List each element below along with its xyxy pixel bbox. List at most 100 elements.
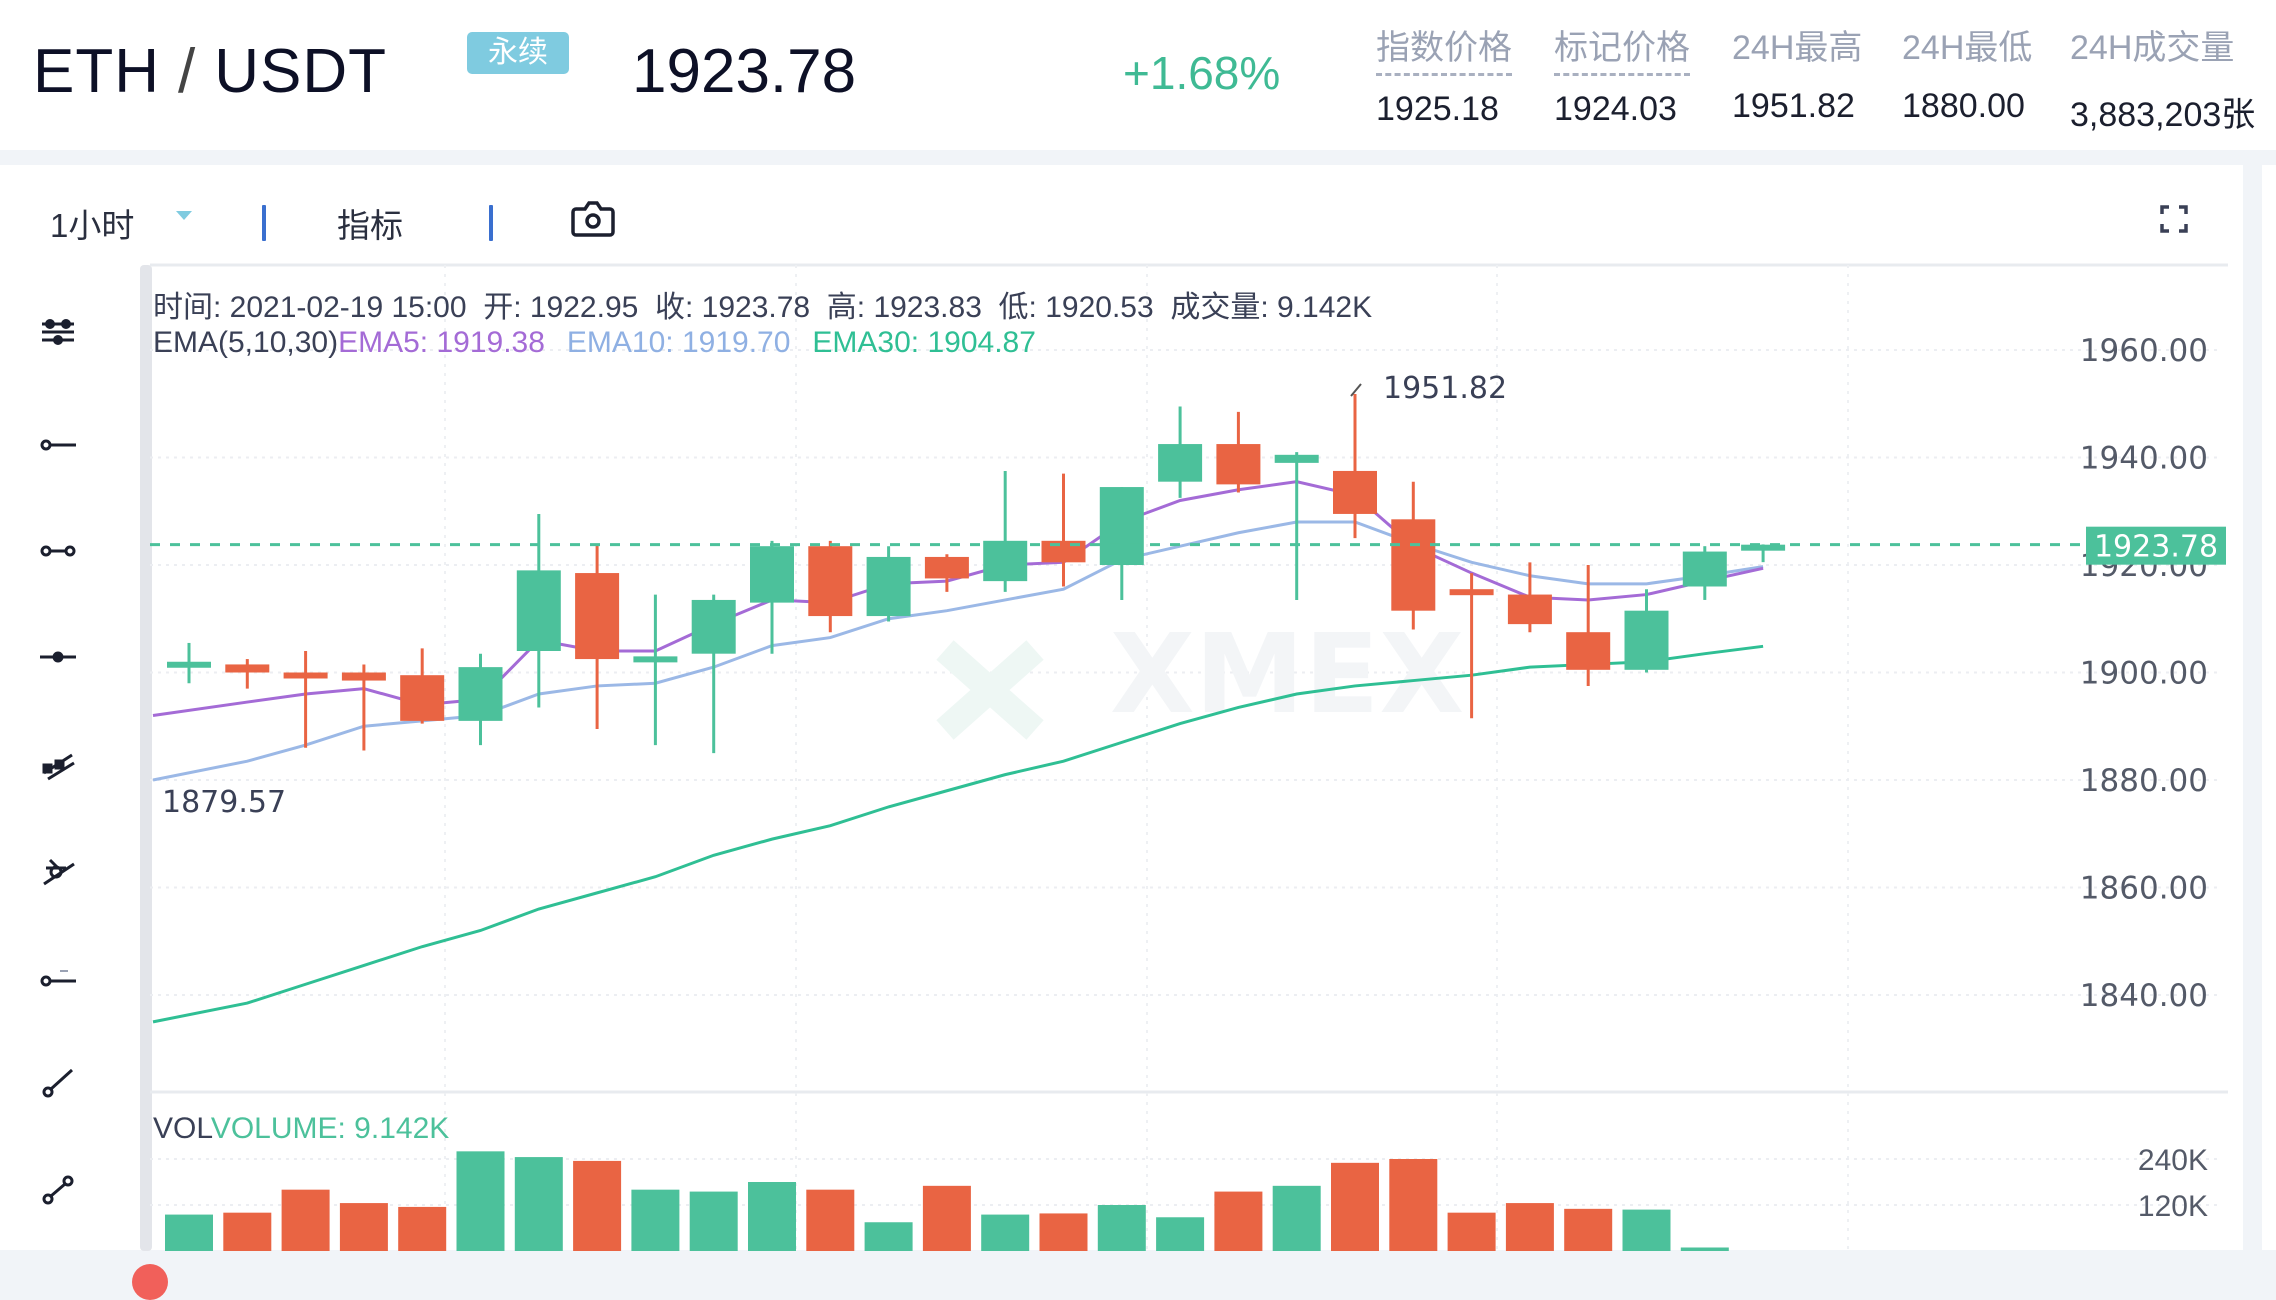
stat-24h-low: 24H最低 1880.00 bbox=[1902, 20, 2032, 126]
volume-bar bbox=[1272, 1185, 1321, 1251]
volume-bar bbox=[1564, 1208, 1613, 1251]
chart-toolbar: 1小时 指标 bbox=[0, 185, 2243, 255]
ray-line-icon[interactable] bbox=[38, 425, 78, 465]
camera-icon[interactable] bbox=[570, 199, 616, 239]
candle[interactable] bbox=[866, 546, 911, 622]
ema30-value: EMA30: 1904.87 bbox=[812, 326, 1036, 359]
last-price: 1923.78 bbox=[632, 37, 857, 106]
volume-bar bbox=[806, 1189, 855, 1251]
horizontal-lines-icon[interactable] bbox=[38, 312, 78, 352]
stat-label: 24H最高 bbox=[1732, 29, 1863, 67]
stat-value: 1880.00 bbox=[1902, 87, 2025, 125]
volume-value: VOLUME: 9.142K bbox=[210, 1112, 450, 1145]
candle[interactable] bbox=[1333, 393, 1377, 539]
volume-bar bbox=[398, 1206, 447, 1251]
drawing-toolbar bbox=[0, 265, 140, 1250]
ema5-value: EMA5: 1919.38 bbox=[338, 326, 545, 359]
stat-value: 1951.82 bbox=[1732, 87, 1855, 125]
candle[interactable] bbox=[924, 554, 969, 592]
price-axis-label: 1900.00 bbox=[2080, 656, 2208, 692]
volume-bar bbox=[1214, 1191, 1263, 1251]
stat-label: 24H成交量 bbox=[2070, 29, 2235, 67]
candle[interactable] bbox=[341, 664, 386, 751]
stat-label[interactable]: 指数价格 bbox=[1376, 20, 1512, 76]
price-change-percent: +1.68% bbox=[1123, 47, 1281, 99]
candle[interactable] bbox=[1682, 546, 1727, 600]
volume-bar bbox=[456, 1151, 505, 1251]
base-asset: ETH bbox=[33, 37, 160, 106]
volume-bar bbox=[281, 1189, 330, 1251]
segment-line-icon[interactable] bbox=[38, 531, 78, 571]
volume-bar bbox=[514, 1157, 563, 1251]
candle[interactable] bbox=[283, 651, 328, 748]
volume-bar bbox=[689, 1191, 738, 1251]
indicators-button[interactable]: 指标 bbox=[337, 207, 403, 244]
last-price-tag bbox=[2086, 526, 2226, 565]
trend-segment-icon[interactable] bbox=[38, 1169, 78, 1209]
candle[interactable] bbox=[458, 653, 503, 746]
volume-axis-label: 240K bbox=[2138, 1144, 2208, 1177]
horizontal-line-icon[interactable] bbox=[38, 637, 78, 677]
market-header: ETH / USDT 永续 1923.78 +1.68% 指数价格 1925.18 … bbox=[0, 0, 2276, 150]
volume-bar bbox=[631, 1189, 680, 1251]
candle[interactable] bbox=[1449, 573, 1494, 719]
volume-axis-label: 120K bbox=[2138, 1190, 2208, 1223]
chart-panel bbox=[0, 165, 2243, 1250]
volume-bar bbox=[1505, 1203, 1554, 1251]
last-price-tag-label: 1923.78 bbox=[2094, 530, 2218, 565]
volume-bar bbox=[1039, 1213, 1088, 1251]
ohlc-legend: 时间: 2021-02-19 15:00 开: 1922.95 收: 1923.… bbox=[153, 291, 1373, 324]
volume-bar bbox=[1447, 1212, 1496, 1251]
volume-bar bbox=[1389, 1159, 1438, 1251]
pair-slash: / bbox=[178, 37, 197, 106]
candle[interactable] bbox=[516, 513, 561, 708]
stat-24h-volume: 24H成交量 3,883,203张 bbox=[2070, 20, 2255, 136]
candle[interactable] bbox=[633, 594, 678, 746]
ema5-line bbox=[152, 480, 1764, 717]
ema-legend: EMA(5,10,30)EMA5: 1919.38 EMA10: 1919.70 E… bbox=[153, 326, 1036, 360]
stat-index-price: 指数价格 1925.18 bbox=[1376, 20, 1512, 129]
trading-pair[interactable]: ETH / USDT bbox=[33, 36, 387, 107]
candle[interactable] bbox=[750, 540, 794, 654]
ema30-line bbox=[152, 644, 1764, 1024]
stat-label[interactable]: 标记价格 bbox=[1554, 20, 1690, 76]
volume-legend-prefix: VOL bbox=[153, 1112, 211, 1145]
candle[interactable] bbox=[1274, 452, 1319, 600]
candle[interactable] bbox=[1507, 562, 1552, 633]
volume-bar bbox=[748, 1182, 796, 1251]
interval-selector[interactable]: 1小时 bbox=[50, 207, 135, 244]
candle[interactable] bbox=[1099, 487, 1144, 600]
candle[interactable] bbox=[808, 540, 853, 633]
candle[interactable] bbox=[983, 470, 1028, 592]
trend-ray-icon[interactable] bbox=[38, 1062, 78, 1102]
perpetual-badge: 永续 bbox=[467, 32, 569, 74]
chevron-down-icon[interactable] bbox=[176, 211, 192, 220]
candle[interactable] bbox=[167, 642, 211, 684]
bottom-bar bbox=[0, 1252, 2276, 1300]
candle[interactable] bbox=[225, 659, 270, 689]
parallel-channel-icon[interactable] bbox=[38, 743, 78, 783]
ema-legend-prefix: EMA(5,10,30) bbox=[153, 326, 339, 359]
price-axis-label: 1940.00 bbox=[2080, 441, 2208, 477]
fullscreen-icon[interactable] bbox=[2160, 205, 2188, 233]
price-axis-label: 1840.00 bbox=[2080, 978, 2208, 1014]
candle[interactable] bbox=[1216, 411, 1261, 493]
stat-value: 3,883,203张 bbox=[2070, 96, 2256, 134]
candle[interactable] bbox=[400, 648, 445, 724]
candle[interactable] bbox=[1566, 565, 1611, 686]
watermark: XMEX bbox=[1110, 610, 1464, 738]
stat-mark-price: 标记价格 1924.03 bbox=[1554, 20, 1690, 129]
candle[interactable] bbox=[1158, 406, 1203, 498]
candle[interactable] bbox=[575, 543, 620, 729]
candle[interactable] bbox=[691, 594, 736, 754]
volume-bar bbox=[339, 1203, 388, 1251]
price-line-icon[interactable] bbox=[38, 955, 78, 995]
candle[interactable] bbox=[1624, 589, 1669, 673]
candle[interactable] bbox=[1741, 544, 1786, 563]
side-panel-edge bbox=[2262, 165, 2276, 1250]
fibonacci-icon[interactable] bbox=[38, 850, 78, 890]
stat-24h-high: 24H最高 1951.82 bbox=[1732, 20, 1862, 126]
candle[interactable] bbox=[1041, 473, 1086, 587]
candle[interactable] bbox=[1391, 481, 1436, 630]
